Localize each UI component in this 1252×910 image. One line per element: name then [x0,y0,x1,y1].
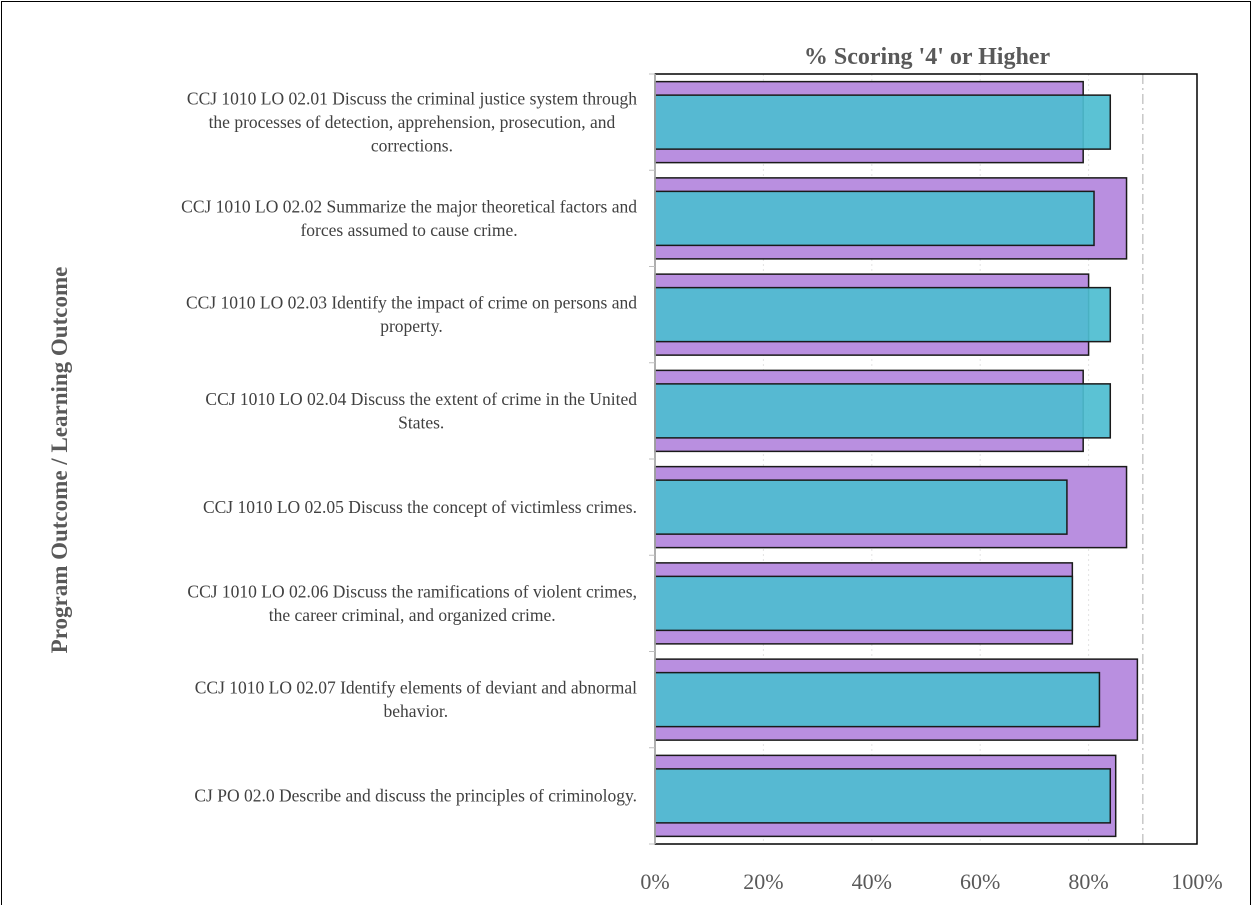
axis-layer [649,73,1198,845]
x-tick-label: 80% [1068,869,1108,894]
bar-series-2 [654,479,1068,535]
category-label-line: corrections. [371,135,453,155]
category-label: CCJ 1010 LO 02.03 Identify the impact of… [186,293,637,337]
bars-layer [654,80,1139,838]
x-tick-label: 0% [640,869,669,894]
category-label: CCJ 1010 LO 02.07 Identify elements of d… [195,678,637,722]
category-label: CCJ 1010 LO 02.04 Discuss the extent of … [205,389,637,433]
bar-series-2 [654,671,1101,728]
bar-series-2 [654,575,1074,632]
category-label-line: CCJ 1010 LO 02.07 Identify elements of d… [195,678,637,698]
x-tick-labels: 0% 20% 40% 60% 80% 100% [640,869,1222,894]
x-tick-label: 60% [960,869,1000,894]
x-tick-label: 100% [1171,869,1222,894]
x-tick-label: 40% [852,869,892,894]
y-axis-title: Program Outcome / Learning Outcome [47,267,72,654]
category-label: CCJ 1010 LO 02.06 Discuss the ramificati… [187,581,637,625]
x-tick-label: 20% [743,869,783,894]
category-label-line: behavior. [384,701,449,721]
bar-series-2 [654,768,1112,824]
category-label-line: CCJ 1010 LO 02.06 Discuss the ramificati… [187,581,637,601]
bar-series-2 [654,94,1112,150]
bar-series-2 [654,383,1112,439]
category-label: CCJ 1010 LO 02.05 Discuss the concept of… [203,497,637,517]
bar-series-2 [654,286,1112,343]
category-label-line: CCJ 1010 LO 02.03 Identify the impact of… [186,293,637,313]
category-label: CCJ 1010 LO 02.02 Summarize the major th… [181,196,637,240]
chart-title: % Scoring '4' or Higher [804,44,1051,70]
category-label-line: forces assumed to cause crime. [300,220,517,240]
category-label-line: CJ PO 02.0 Describe and discuss the prin… [194,786,637,806]
category-label: CCJ 1010 LO 02.01 Discuss the criminal j… [187,88,637,155]
bar-series-2 [654,190,1095,247]
category-label-line: property. [380,316,443,336]
category-label-line: CCJ 1010 LO 02.01 Discuss the criminal j… [187,88,637,108]
category-labels: CCJ 1010 LO 02.01 Discuss the criminal j… [181,88,637,805]
category-label-line: CCJ 1010 LO 02.02 Summarize the major th… [181,196,637,216]
category-label-line: CCJ 1010 LO 02.04 Discuss the extent of … [205,389,637,409]
category-label: CJ PO 02.0 Describe and discuss the prin… [194,786,637,806]
category-label-line: States. [398,412,444,432]
category-label-line: CCJ 1010 LO 02.05 Discuss the concept of… [203,497,637,517]
category-label-line: the career criminal, and organized crime… [269,605,556,625]
category-label-line: the processes of detection, apprehension… [209,112,616,132]
